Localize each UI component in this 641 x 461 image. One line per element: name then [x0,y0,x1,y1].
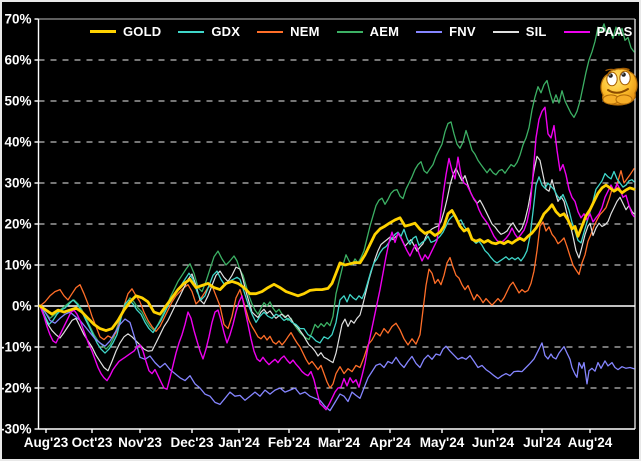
y-tick-label: 60% [4,53,31,68]
gold-nugget-smiley-emoji [600,67,638,106]
x-tick-label: Nov'23 [118,435,162,450]
y-tick-label: 10% [4,258,31,273]
y-tick-label: 40% [4,135,31,150]
x-tick-label: Dec'23 [171,435,214,450]
legend-item-FNV: FNV [416,24,476,39]
legend-item-NEM: NEM [257,24,320,39]
legend-label-SIL: SIL [525,24,547,39]
y-tick-label: -20% [2,381,32,396]
legend-item-GDX: GDX [178,24,240,39]
x-tick-label: Aug'24 [568,435,613,450]
y-tick-label: 70% [4,12,31,27]
x-tick-label: Feb'24 [268,435,311,450]
y-tick-label: -30% [2,422,32,437]
series-line-FNV [39,305,635,412]
y-tick-label: -10% [2,340,32,355]
legend-label-AEM: AEM [369,24,400,39]
legend-label-GOLD: GOLD [123,24,162,39]
series-line-NEM [39,168,635,389]
series-line-GOLD [38,183,636,333]
chart-legend: GOLD GDX NEM AEM FNV SIL PAAS [90,24,633,39]
x-tick-label: Mar'24 [318,435,361,450]
legend-label-PAAS: PAAS [596,24,633,39]
y-tick-label: 50% [4,94,31,109]
legend-swatch-GOLD [90,30,116,33]
legend-item-SIL: SIL [492,24,547,39]
legend-swatch-GDX [178,30,205,33]
legend-swatch-PAAS [563,30,590,33]
y-tick-label: 0% [12,299,32,314]
legend-swatch-AEM [336,30,363,33]
legend-item-GOLD: GOLD [90,24,161,39]
legend-label-GDX: GDX [211,24,241,39]
series-line-PAAS [39,106,635,411]
x-tick-label: May'24 [420,435,465,450]
legend-swatch-SIL [492,30,519,33]
x-tick-label: Aug'23 [24,435,69,450]
x-tick-label: Jul'24 [523,435,561,450]
legend-swatch-NEM [257,30,284,33]
legend-item-PAAS: PAAS [563,24,633,39]
series-line-SIL [39,155,635,372]
legend-item-AEM: AEM [336,24,400,39]
legend-swatch-FNV [416,30,443,33]
series-line-GDX [39,170,635,354]
y-tick-label: 20% [4,217,31,232]
legend-label-NEM: NEM [290,24,320,39]
x-tick-label: Apr'24 [369,435,411,450]
x-tick-label: Jun'24 [472,435,515,450]
legend-label-FNV: FNV [449,24,476,39]
x-tick-label: Jan'24 [218,435,260,450]
x-tick-label: Oct'23 [72,435,113,450]
y-tick-label: 30% [4,176,31,191]
